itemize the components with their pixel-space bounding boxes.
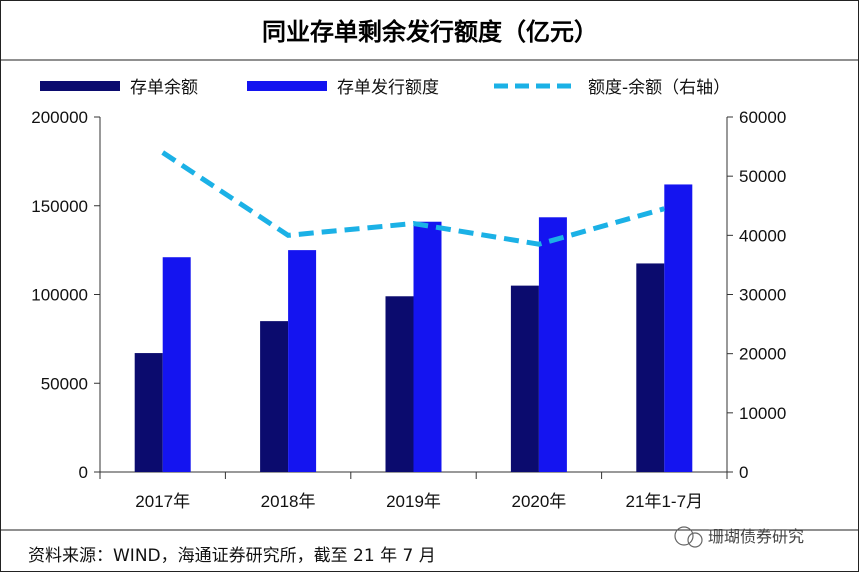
bar-issuance	[413, 221, 442, 472]
y-left-tick-label: 200000	[31, 108, 88, 127]
legend-swatch-issuance	[247, 81, 327, 91]
y-left-tick-label: 150000	[31, 197, 88, 216]
x-tick-label: 2020年	[511, 492, 566, 511]
bar-balance	[636, 263, 665, 472]
bar-issuance	[664, 184, 693, 472]
y-left-tick-label: 50000	[41, 374, 88, 393]
bar-balance	[260, 321, 289, 472]
watermark: 珊瑚债券研究	[674, 526, 804, 548]
bar-issuance	[162, 257, 191, 472]
wechat-icon	[674, 526, 694, 546]
wechat-icon-secondary	[687, 532, 703, 548]
y-left-ticks: 0 50000 100000 150000 200000	[31, 108, 100, 482]
x-ticks: 2017年 2018年 2019年 2020年 21年1-7月	[99, 472, 728, 511]
source-note: 资料来源：WIND，海通证券研究所，截至 21 年 7 月	[28, 546, 436, 566]
x-tick-label: 2018年	[261, 492, 316, 511]
y-right-tick-label: 10000	[739, 404, 786, 423]
y-right-tick-label: 0	[739, 463, 748, 482]
bar-balance	[385, 296, 414, 472]
bar-balance	[134, 353, 163, 472]
legend-label-gap: 额度-余额（右轴）	[588, 78, 730, 98]
legend-swatch-balance	[40, 81, 120, 91]
x-tick-label: 2017年	[135, 492, 190, 511]
line-layer	[161, 150, 665, 247]
bar-balance	[510, 285, 539, 472]
y-right-tick-label: 40000	[739, 226, 786, 245]
bar-issuance	[538, 217, 567, 472]
y-right-tick-label: 20000	[739, 345, 786, 364]
x-tick-label: 21年1-7月	[626, 492, 703, 511]
y-right-tick-label: 60000	[739, 108, 786, 127]
bars	[134, 184, 693, 472]
y-right-ticks: 0 10000 20000 30000 40000 50000 60000	[727, 108, 786, 482]
bar-issuance	[288, 250, 317, 472]
legend-label-issuance: 存单发行额度	[337, 78, 439, 98]
watermark-text: 珊瑚债券研究	[708, 527, 804, 546]
y-right-tick-label: 50000	[739, 167, 786, 186]
y-left-tick-label: 100000	[31, 286, 88, 305]
x-tick-label: 2019年	[386, 492, 441, 511]
legend-label-balance: 存单余额	[130, 78, 198, 98]
legend: 存单余额 存单发行额度 额度-余额（右轴）	[40, 78, 730, 98]
y-right-tick-label: 30000	[739, 286, 786, 305]
chart-title: 同业存单剩余发行额度（亿元）	[262, 18, 598, 46]
y-left-tick-label: 0	[79, 463, 88, 482]
